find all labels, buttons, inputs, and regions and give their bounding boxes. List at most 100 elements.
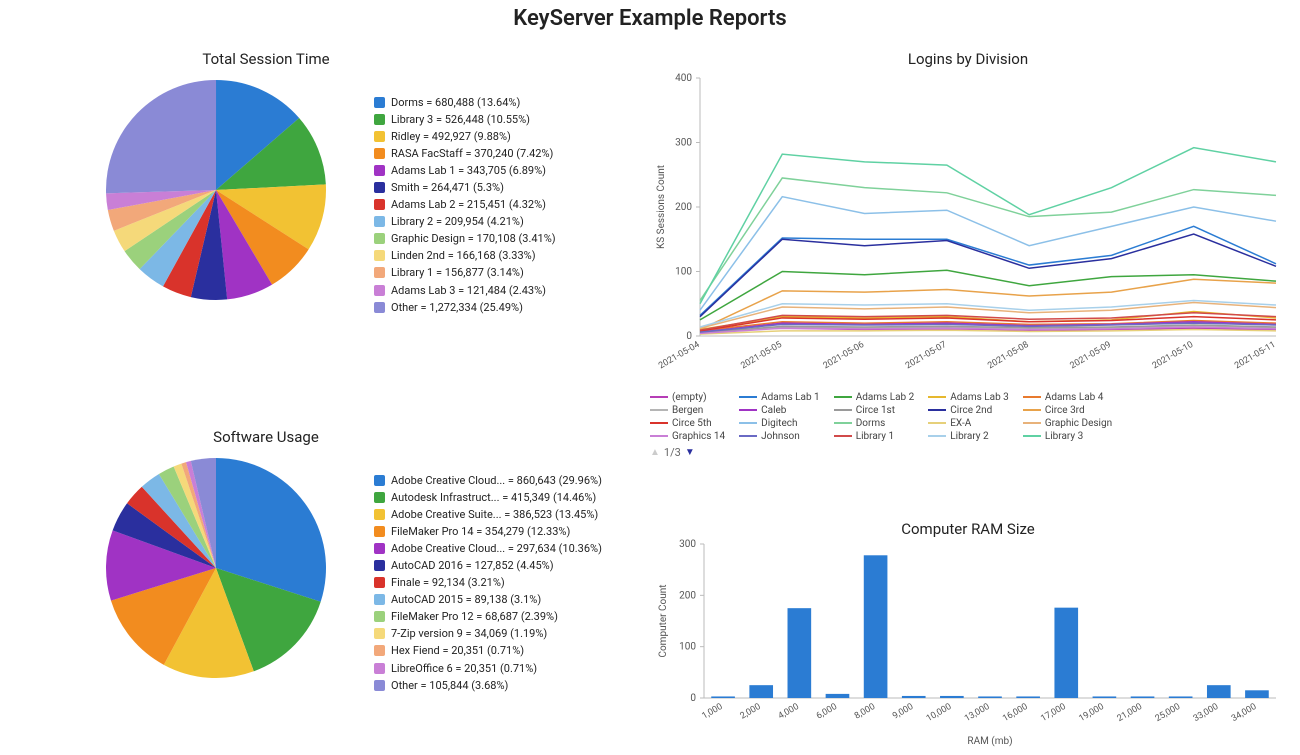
svg-text:Computer Count: Computer Count [658, 584, 669, 657]
svg-text:2021-05-10: 2021-05-10 [1151, 340, 1195, 371]
legend-item: Adobe Creative Cloud... = 297,634 (10.36… [374, 540, 602, 557]
legend-item: Circe 1st [834, 405, 929, 418]
bar [1093, 696, 1117, 698]
legend-swatch [374, 199, 385, 210]
legend-item: Hex Fiend = 20,351 (0.71%) [374, 642, 602, 659]
legend-swatch [374, 114, 385, 125]
pager-up-icon[interactable]: ▲ [650, 447, 660, 458]
legend-label: 7-Zip version 9 = 34,069 (1.19%) [391, 625, 547, 642]
legend-item: Dorms [834, 418, 929, 431]
bar [826, 694, 850, 698]
legend-label: Other = 105,844 (3.68%) [391, 677, 508, 694]
legend-swatch [374, 594, 385, 605]
page-title: KeyServer Example Reports [0, 6, 1300, 31]
legend-swatch [374, 285, 385, 296]
legend-swatch [374, 165, 385, 176]
bar [711, 696, 735, 698]
svg-text:300: 300 [679, 539, 696, 550]
legend-line-icon [1023, 422, 1041, 424]
svg-text:4,000: 4,000 [777, 702, 801, 722]
software-usage-panel: Software Usage Adobe Creative Cloud... =… [86, 428, 626, 706]
legend-line-icon [834, 435, 852, 437]
legend-line-icon [928, 396, 946, 398]
legend-label: Adams Lab 3 [950, 392, 1009, 403]
legend-item: (empty) [650, 392, 739, 405]
bar [1169, 696, 1193, 698]
legend-label: LibreOffice 6 = 20,351 (0.71%) [391, 660, 537, 677]
legend-swatch [374, 526, 385, 537]
svg-text:17,000: 17,000 [1039, 702, 1067, 724]
legend-line-icon [928, 409, 946, 411]
legend-label: AutoCAD 2015 = 89,138 (3.1%) [391, 591, 541, 608]
svg-text:8,000: 8,000 [853, 702, 877, 722]
legend-swatch [374, 492, 385, 503]
legend-label: Dorms = 680,488 (13.64%) [391, 94, 520, 111]
legend-swatch [374, 302, 385, 313]
svg-text:100: 100 [679, 642, 696, 653]
svg-text:25,000: 25,000 [1154, 702, 1182, 724]
legend-item: Other = 105,844 (3.68%) [374, 677, 602, 694]
legend-label: (empty) [672, 392, 707, 403]
legend-label: Autodesk Infrastruct... = 415,349 (14.46… [391, 489, 596, 506]
legend-item: Library 3 [1023, 431, 1126, 444]
legend-label: Circe 5th [672, 418, 712, 429]
legend-line-icon [650, 422, 668, 424]
legend-label: Adams Lab 3 = 121,484 (2.43%) [391, 282, 546, 299]
legend-swatch [374, 131, 385, 142]
legend-item: Other = 1,272,334 (25.49%) [374, 299, 556, 316]
legend-label: Library 2 = 209,954 (4.21%) [391, 213, 524, 230]
legend-label: Graphic Design [1045, 418, 1112, 429]
legend-label: Graphic Design = 170,108 (3.41%) [391, 230, 556, 247]
legend-line-icon [739, 396, 757, 398]
legend-swatch [374, 233, 385, 244]
legend-label: Adams Lab 1 [761, 392, 820, 403]
legend-swatch [374, 182, 385, 193]
bar [1054, 608, 1078, 698]
legend-item: EX-A [928, 418, 1023, 431]
legend-swatch [374, 475, 385, 486]
bar [788, 608, 812, 698]
session-time-legend: Dorms = 680,488 (13.64%)Library 3 = 526,… [374, 94, 556, 316]
svg-text:2021-05-05: 2021-05-05 [739, 340, 783, 371]
legend-item: Finale = 92,134 (3.21%) [374, 574, 602, 591]
legend-line-icon [650, 409, 668, 411]
legend-item: Circe 3rd [1023, 405, 1126, 418]
legend-label: FileMaker Pro 12 = 68,687 (2.39%) [391, 608, 558, 625]
legend-item: Library 2 = 209,954 (4.21%) [374, 213, 556, 230]
legend-line-icon [739, 435, 757, 437]
legend-swatch [374, 148, 385, 159]
software-usage-legend: Adobe Creative Cloud... = 860,643 (29.96… [374, 472, 602, 694]
series-line [700, 330, 1276, 335]
svg-text:RAM (mb): RAM (mb) [967, 735, 1012, 747]
svg-text:2,000: 2,000 [739, 702, 763, 722]
legend-swatch [374, 628, 385, 639]
bar [902, 696, 926, 698]
legend-label: Adobe Creative Cloud... = 860,643 (29.96… [391, 472, 602, 489]
legend-label: AutoCAD 2016 = 127,852 (4.45%) [391, 557, 554, 574]
bar [940, 696, 964, 698]
legend-label: Adobe Creative Suite... = 386,523 (13.45… [391, 506, 598, 523]
legend-item: Linden 2nd = 166,168 (3.33%) [374, 247, 556, 264]
legend-item: Library 2 [928, 431, 1023, 444]
legend-label: Ridley = 492,927 (9.88%) [391, 128, 511, 145]
legend-item: Smith = 264,471 (5.3%) [374, 179, 556, 196]
pager-down-icon[interactable]: ▼ [685, 447, 695, 458]
legend-label: Library 2 [950, 431, 988, 442]
legend-swatch [374, 509, 385, 520]
legend-item: Adobe Creative Cloud... = 860,643 (29.96… [374, 472, 602, 489]
svg-text:2021-05-07: 2021-05-07 [904, 340, 948, 371]
legend-label: RASA FacStaff = 370,240 (7.42%) [391, 145, 553, 162]
legend-item: Adams Lab 2 [834, 392, 929, 405]
legend-line-icon [1023, 435, 1041, 437]
legend-line-icon [834, 409, 852, 411]
legend-line-icon [1023, 396, 1041, 398]
svg-text:2021-05-06: 2021-05-06 [822, 340, 866, 371]
svg-text:200: 200 [675, 202, 692, 213]
logins-line-chart: 01002003004002021-05-042021-05-052021-05… [650, 68, 1286, 388]
software-usage-title: Software Usage [136, 428, 396, 446]
legend-swatch [374, 645, 385, 656]
legend-item: Graphic Design = 170,108 (3.41%) [374, 230, 556, 247]
software-usage-pie [86, 446, 346, 706]
session-time-pie [86, 68, 346, 308]
svg-text:2021-05-04: 2021-05-04 [657, 340, 701, 371]
